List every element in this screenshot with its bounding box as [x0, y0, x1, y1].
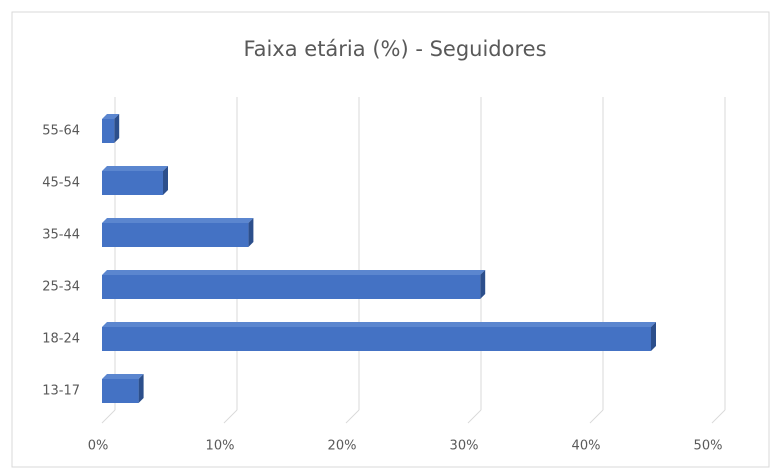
- bar: [102, 327, 651, 351]
- bar-top: [102, 374, 144, 379]
- y-tick-label: 18-24: [42, 332, 80, 347]
- bar: [102, 223, 249, 247]
- bar-top: [102, 270, 486, 275]
- bar-side: [480, 270, 486, 299]
- bar-top: [102, 166, 168, 171]
- bar-top: [102, 322, 656, 327]
- bar: [102, 275, 481, 299]
- bar: [102, 171, 163, 195]
- bar-side: [651, 322, 656, 351]
- bar-top: [102, 218, 254, 223]
- grid-floor-line: [711, 409, 726, 424]
- bar-side: [138, 374, 144, 403]
- bar-side: [163, 166, 168, 195]
- x-tick-label: 20%: [328, 439, 357, 454]
- grid-floor-line: [589, 409, 604, 424]
- bar-side: [114, 114, 120, 143]
- x-tick-label: 50%: [694, 439, 723, 454]
- y-tick-label: 35-44: [42, 228, 80, 243]
- y-tick-label: 45-54: [42, 176, 80, 191]
- y-tick-label: 13-17: [42, 384, 80, 399]
- bar: [102, 379, 139, 403]
- chart-title: Faixa etária (%) - Seguidores: [243, 37, 546, 61]
- bar-top: [102, 114, 120, 119]
- bar-side: [248, 218, 254, 247]
- y-tick-label: 25-34: [42, 280, 80, 295]
- grid-floor-line: [467, 409, 482, 424]
- grid-floor-line: [223, 409, 238, 424]
- grid-floor-line: [101, 409, 116, 424]
- x-tick-label: 10%: [206, 439, 235, 454]
- grid-floor-line: [345, 409, 360, 424]
- y-tick-label: 55-64: [42, 124, 80, 139]
- x-tick-label: 40%: [572, 439, 601, 454]
- bar: [102, 119, 115, 143]
- x-tick-label: 30%: [450, 439, 479, 454]
- x-tick-label: 0%: [88, 439, 109, 454]
